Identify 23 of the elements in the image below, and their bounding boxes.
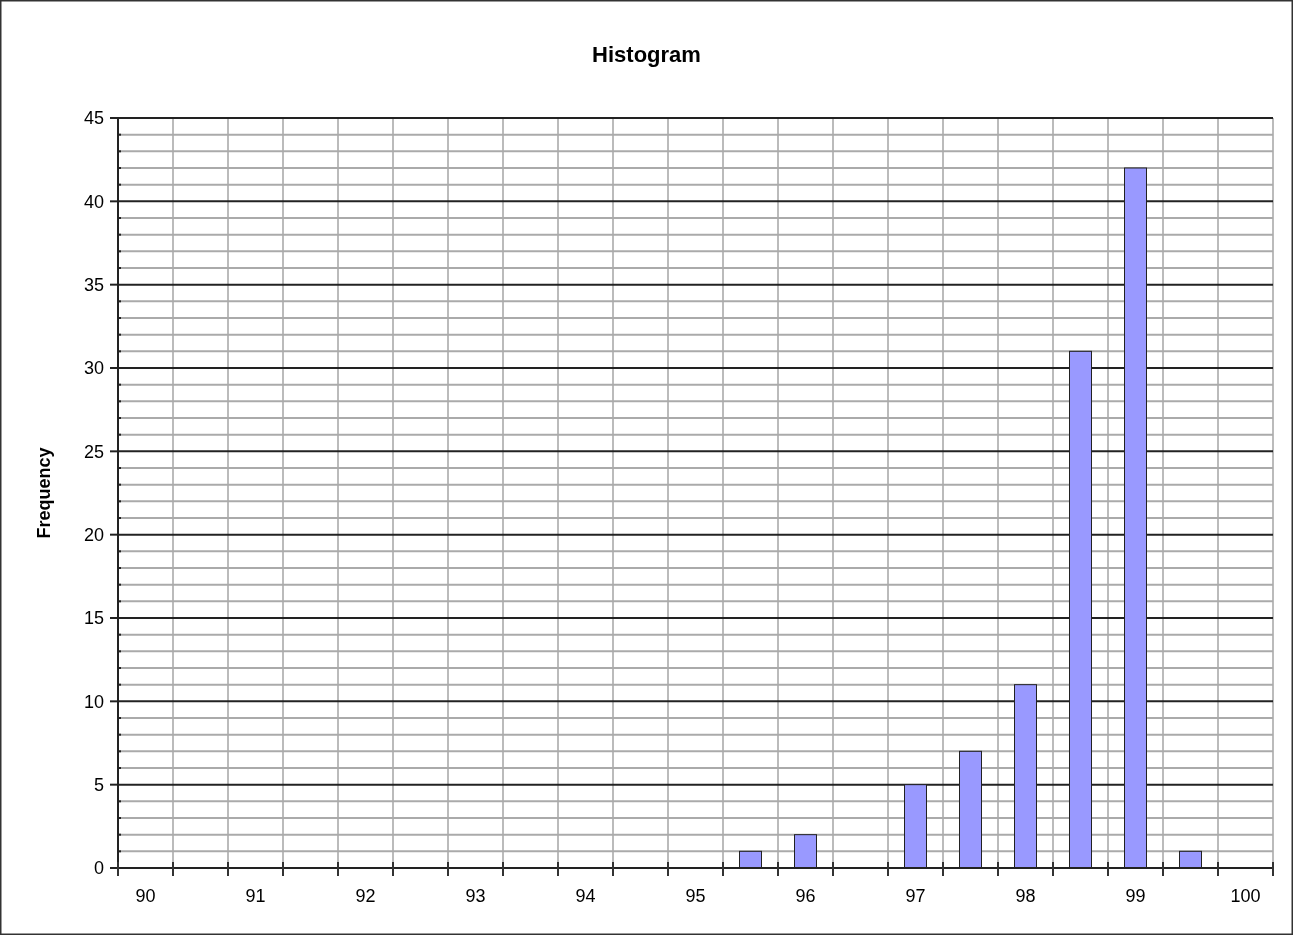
y-tick-label: 20	[83, 524, 104, 545]
y-tick-label: 40	[83, 191, 104, 212]
x-tick-label: 90	[135, 886, 156, 906]
y-tick-label: 35	[83, 274, 104, 295]
x-tick-label: 95	[685, 886, 706, 906]
x-tick-label: 99	[1125, 886, 1146, 906]
y-tick-label: 0	[93, 858, 104, 879]
x-tick-label: 94	[575, 886, 596, 906]
y-axis-title: Frequency	[34, 447, 54, 539]
x-tick-label: 97	[905, 886, 926, 906]
y-tick-label: 30	[83, 358, 104, 379]
chart-title: Histogram	[592, 42, 701, 67]
x-tick-label: 93	[465, 886, 486, 906]
y-tick-label: 10	[83, 691, 104, 712]
x-tick-label: 100	[1230, 886, 1261, 906]
y-tick-label: 45	[83, 108, 104, 129]
y-tick-label: 5	[93, 774, 104, 795]
x-tick-label: 96	[795, 886, 816, 906]
x-tick-label: 98	[1015, 886, 1036, 906]
y-tick-label: 25	[83, 441, 104, 462]
y-tick-label: 15	[83, 608, 104, 629]
x-tick-label: 92	[355, 886, 376, 906]
x-tick-label: 91	[245, 886, 266, 906]
